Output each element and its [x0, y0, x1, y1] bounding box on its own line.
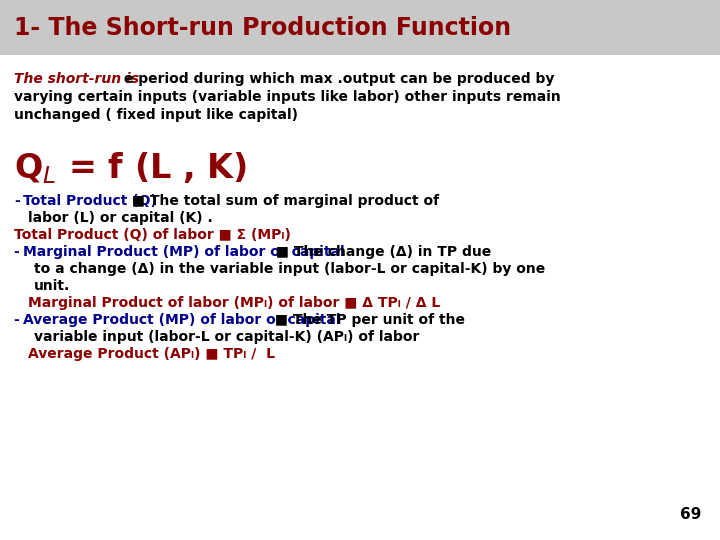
- Text: Average Product (MP) of labor or capital: Average Product (MP) of labor or capital: [23, 313, 341, 327]
- Text: Q$_L$ = f (L , K): Q$_L$ = f (L , K): [14, 150, 247, 186]
- Text: 1- The Short-run Production Function: 1- The Short-run Production Function: [14, 16, 511, 40]
- FancyBboxPatch shape: [0, 0, 720, 55]
- Text: Marginal Product of labor (MPₗ) of labor ■ Δ TPₗ / Δ L: Marginal Product of labor (MPₗ) of labor…: [28, 296, 440, 310]
- Text: e period during which max .output can be produced by: e period during which max .output can be…: [119, 72, 554, 86]
- Text: ■ The change (Δ) in TP due: ■ The change (Δ) in TP due: [271, 245, 491, 259]
- Text: Average Product (APₗ) ■ TPₗ /  L: Average Product (APₗ) ■ TPₗ / L: [28, 347, 275, 361]
- Text: labor (L) or capital (K) .: labor (L) or capital (K) .: [28, 211, 212, 225]
- Text: varying certain inputs (variable inputs like labor) other inputs remain: varying certain inputs (variable inputs …: [14, 90, 561, 104]
- Text: -: -: [14, 245, 24, 259]
- Text: The short-run is: The short-run is: [14, 72, 139, 86]
- Text: ■ The TP per unit of the: ■ The TP per unit of the: [270, 313, 465, 327]
- Text: Total Product (Q) of labor ■ Σ (MPₗ): Total Product (Q) of labor ■ Σ (MPₗ): [14, 228, 291, 242]
- Text: ■ The total sum of marginal product of: ■ The total sum of marginal product of: [127, 194, 439, 208]
- Text: Total Product (Q): Total Product (Q): [23, 194, 157, 208]
- Text: to a change (Δ) in the variable input (labor-L or capital-K) by one: to a change (Δ) in the variable input (l…: [34, 262, 545, 276]
- Text: 69: 69: [680, 507, 701, 522]
- Text: -: -: [14, 313, 24, 327]
- Text: unchanged ( fixed input like capital): unchanged ( fixed input like capital): [14, 108, 298, 122]
- Text: unit.: unit.: [34, 279, 71, 293]
- Text: variable input (labor-L or capital-K) (APₗ) of labor: variable input (labor-L or capital-K) (A…: [34, 330, 419, 344]
- Text: -: -: [14, 194, 19, 208]
- Text: Marginal Product (MP) of labor or capital: Marginal Product (MP) of labor or capita…: [23, 245, 345, 259]
